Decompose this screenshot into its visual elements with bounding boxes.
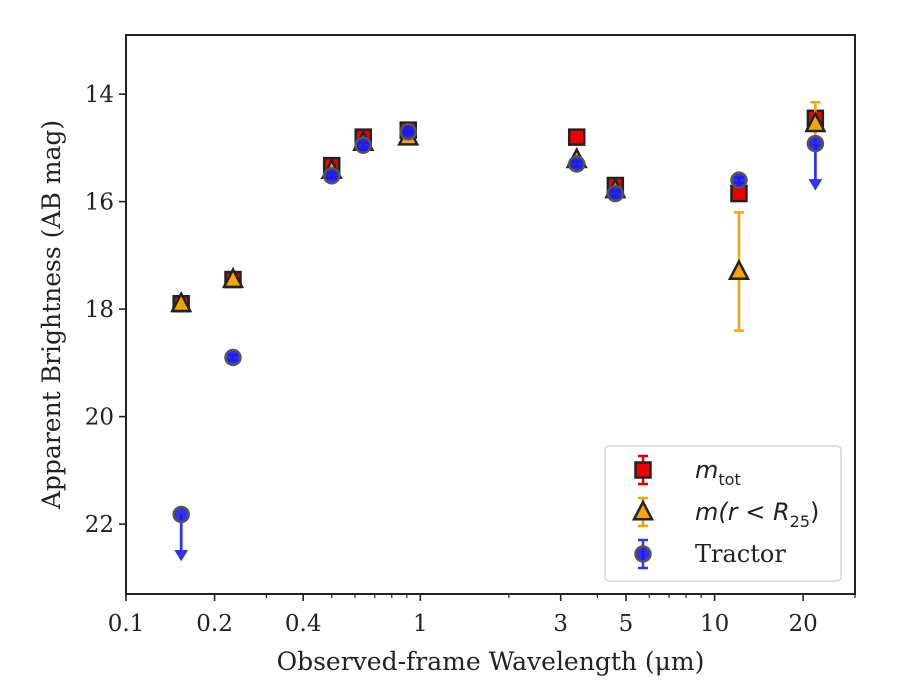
axes-group: 0.1 0.2 0.4 1 3 5 10 20 14 16 18 20 22 (85, 34, 856, 637)
x-tick-label: 1 (413, 611, 428, 637)
triangle-marker (727, 258, 751, 281)
circle-marker (730, 171, 748, 189)
legend-square-marker (634, 461, 652, 479)
x-tick-label: 0.1 (108, 611, 145, 637)
triangle-marker (804, 110, 827, 133)
plot-frame (125, 34, 856, 595)
y-tick-label: 18 (85, 297, 114, 323)
legend-label: m(r < R25) (695, 498, 819, 531)
y-tick-label: 14 (85, 82, 114, 108)
x-axis-label: Observed-frame Wavelength (μm) (277, 647, 705, 676)
legend-entry: Tractor (634, 538, 786, 570)
series-circle (172, 123, 825, 562)
circle-upper-limit-arrow-head (174, 549, 189, 562)
series-triangle (170, 100, 827, 332)
circle-marker (606, 184, 625, 203)
circle-marker (322, 167, 341, 185)
legend-circle-marker (634, 545, 652, 563)
circle-marker (172, 505, 190, 524)
triangle-marker (221, 266, 245, 289)
series-square (172, 109, 825, 313)
legend-entry: mtot (634, 454, 741, 489)
legend: mtot m(r < R25) Tractor (604, 445, 842, 582)
x-tick-label: 3 (553, 611, 568, 637)
legend-entry: m(r < R25) (631, 496, 819, 531)
square-marker (567, 128, 586, 146)
legend-label: mtot (695, 456, 741, 489)
x-tick-label: 20 (789, 611, 818, 637)
circle-marker (567, 155, 586, 173)
triangle-marker (170, 290, 193, 313)
y-axis-label: Apparent Brightness (AB mag) (37, 120, 66, 510)
circle-marker (806, 134, 825, 153)
x-tick-label: 0.4 (285, 611, 322, 637)
legend-label: Tractor (695, 540, 786, 568)
x-tick-label: 10 (700, 611, 729, 637)
y-tick-label: 16 (85, 190, 114, 216)
circle-marker (399, 123, 417, 141)
legend-box (604, 445, 842, 582)
y-tick-label: 20 (85, 405, 114, 431)
circle-upper-limit-arrow-head (808, 179, 823, 191)
y-tick-label: 22 (85, 512, 114, 538)
x-tick-label: 0.2 (196, 611, 233, 637)
circle-marker (224, 348, 242, 367)
x-tick-label: 5 (619, 611, 634, 637)
circle-marker (354, 136, 373, 154)
legend-triangle-marker (631, 499, 655, 521)
